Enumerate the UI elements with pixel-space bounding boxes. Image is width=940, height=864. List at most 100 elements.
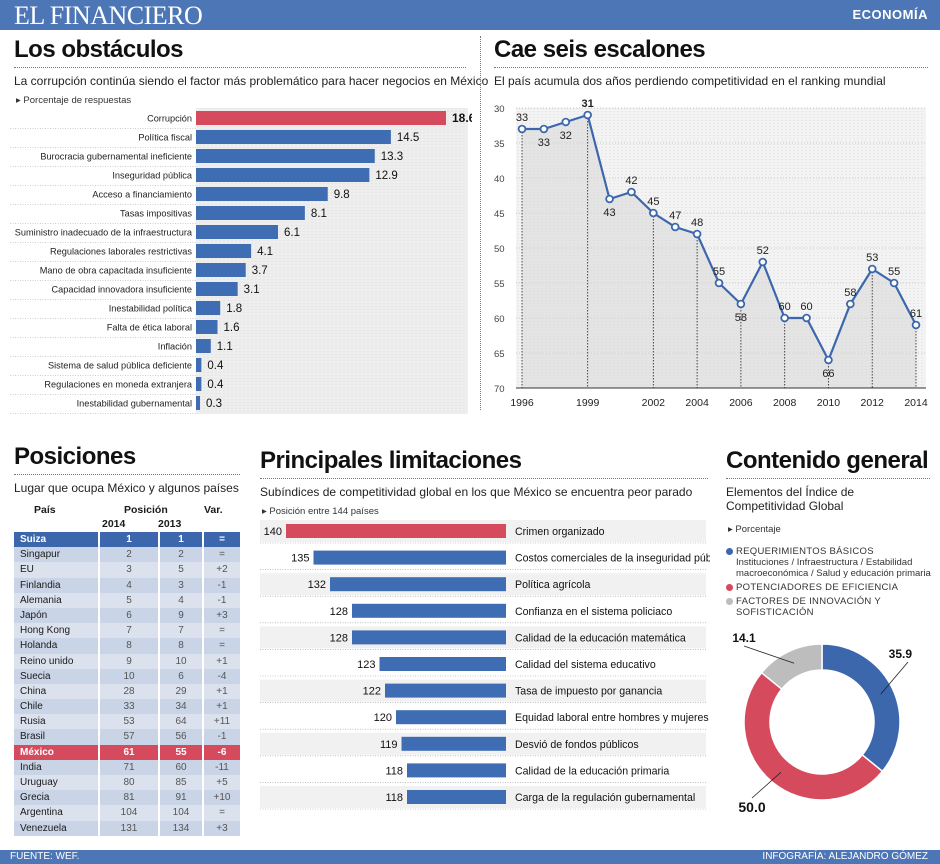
bar — [379, 657, 506, 671]
rank-2013-cell: 6 — [160, 668, 202, 684]
bar-value-label: 3.7 — [252, 265, 268, 277]
bar-value-label: 123 — [357, 659, 375, 671]
country-cell: Reino unido — [14, 653, 98, 669]
variation-cell: +11 — [204, 714, 240, 730]
bar-value-label: 1.8 — [226, 303, 242, 315]
x-tick-label: 1996 — [510, 397, 534, 409]
bar-value-label: 12.9 — [375, 170, 397, 182]
data-point — [583, 110, 592, 120]
bar-value-label: 13.3 — [381, 151, 403, 163]
variation-cell: +2 — [204, 562, 240, 578]
rank-2013-cell: 1 — [160, 532, 202, 548]
panel5-unit: ▸ Porcentaje — [728, 524, 781, 535]
rank-2013-cell: 91 — [160, 790, 202, 806]
bar — [196, 282, 238, 296]
bar-category-label: Mano de obra capacitada insuficiente — [40, 266, 192, 276]
data-point — [692, 229, 702, 239]
country-cell: Japón — [14, 607, 98, 624]
col-2014: 2014 — [102, 518, 126, 530]
point-label: 52 — [757, 245, 769, 257]
variation-cell: +1 — [204, 653, 240, 669]
y-tick-label: 40 — [494, 174, 505, 185]
country-cell: Suiza — [14, 532, 98, 548]
bar — [196, 339, 211, 353]
rank-2014-cell: 1 — [100, 532, 158, 548]
point-label: 60 — [800, 301, 812, 313]
table-row: Uruguay 80 85 +5 — [14, 775, 240, 791]
point-label: 32 — [560, 130, 572, 142]
panel4-divider — [260, 478, 708, 479]
variation-cell: = — [204, 623, 240, 639]
bar — [196, 130, 391, 144]
slice-value-label: 14.1 — [732, 631, 756, 645]
bar-value-label: 9.8 — [334, 189, 350, 201]
bar — [196, 225, 278, 239]
rank-2014-cell: 3 — [100, 562, 158, 578]
bar-category-label: Calidad de la educación matemática — [515, 632, 686, 644]
country-cell: China — [14, 683, 98, 700]
bar — [196, 168, 370, 182]
variation-cell: = — [204, 805, 240, 821]
table-row: Singapur 2 2 = — [14, 547, 240, 563]
rank-2013-cell: 64 — [160, 714, 202, 730]
x-tick-label: 2014 — [904, 397, 928, 409]
data-point — [670, 222, 680, 232]
table-row: Suiza 1 1 = — [14, 532, 240, 548]
source-note: FUENTE: WEF. — [10, 851, 80, 862]
table-row: México 61 55 -6 — [14, 744, 240, 760]
bar-value-label: 1.1 — [217, 341, 233, 353]
rank-2014-cell: 80 — [100, 775, 158, 791]
point-label: 33 — [516, 112, 528, 124]
rank-2014-cell: 104 — [100, 805, 158, 821]
bar — [196, 377, 202, 391]
x-tick-label: 2006 — [729, 397, 753, 409]
bar-category-label: Acceso a financiamiento — [92, 190, 192, 200]
variation-cell: -1 — [204, 577, 240, 593]
line-area — [522, 115, 916, 388]
donut-slice — [743, 671, 884, 801]
variation-cell: +1 — [204, 699, 240, 715]
logo: EL FINANCIERO — [14, 1, 203, 30]
bar — [196, 263, 246, 277]
bar — [352, 630, 506, 645]
data-point — [824, 355, 833, 365]
bar-value-label: 140 — [264, 526, 282, 538]
legend-desc: Instituciones / Infraestructura / Estabi… — [736, 557, 931, 579]
bar-category-label: Tasa de impuesto por ganancia — [515, 686, 662, 698]
table-body: Suiza 1 1 = Singapur 2 2 = EU 3 5 +2 Finlandia 4 3 -1 Al… — [14, 532, 240, 836]
rank-2014-cell: 5 — [100, 592, 158, 608]
y-tick-label: 30 — [494, 104, 505, 115]
point-label: 60 — [779, 301, 791, 313]
country-cell: Holanda — [14, 638, 98, 654]
point-label: 66 — [822, 368, 834, 380]
legend-label: REQUERIMIENTOS BÁSICOS — [736, 546, 874, 557]
rank-2013-cell: 2 — [160, 547, 202, 563]
bar-category-label: Tasas impositivas — [120, 209, 192, 219]
data-point — [714, 278, 724, 288]
table-row: Venezuela 131 134 +3 — [14, 820, 240, 836]
data-point — [561, 117, 571, 127]
donut-chart: 35.9 50.0 14.1 — [732, 631, 913, 815]
col-2013: 2013 — [158, 518, 182, 530]
bar — [196, 358, 202, 372]
table-row: Finlandia 4 3 -1 — [14, 577, 240, 593]
country-cell: Singapur — [14, 547, 98, 563]
col-country: País — [34, 504, 56, 516]
bar-value-label: 120 — [374, 712, 392, 724]
data-point — [846, 299, 855, 309]
legend-item-innovation: FACTORES DE INNOVACIÓN Y SOFISTICACIÓN — [726, 596, 936, 618]
bar-value-label: 6.1 — [284, 227, 300, 239]
bar-value-label: 135 — [291, 553, 309, 565]
legend-dot-red — [726, 584, 733, 591]
rank-2014-cell: 4 — [100, 577, 158, 593]
bar-category-label: Regulaciones laborales restrictivas — [50, 247, 192, 257]
data-point — [911, 320, 921, 330]
rank-2013-cell: 8 — [160, 638, 202, 654]
rank-2013-cell: 7 — [160, 623, 202, 639]
table-row: Argentina 104 104 = — [14, 805, 240, 821]
country-cell: México — [14, 744, 98, 760]
slice-value-label: 35.9 — [889, 647, 913, 661]
col-position: Posición — [124, 504, 168, 516]
rank-2013-cell: 85 — [160, 775, 202, 791]
slice-value-label: 50.0 — [738, 799, 765, 815]
